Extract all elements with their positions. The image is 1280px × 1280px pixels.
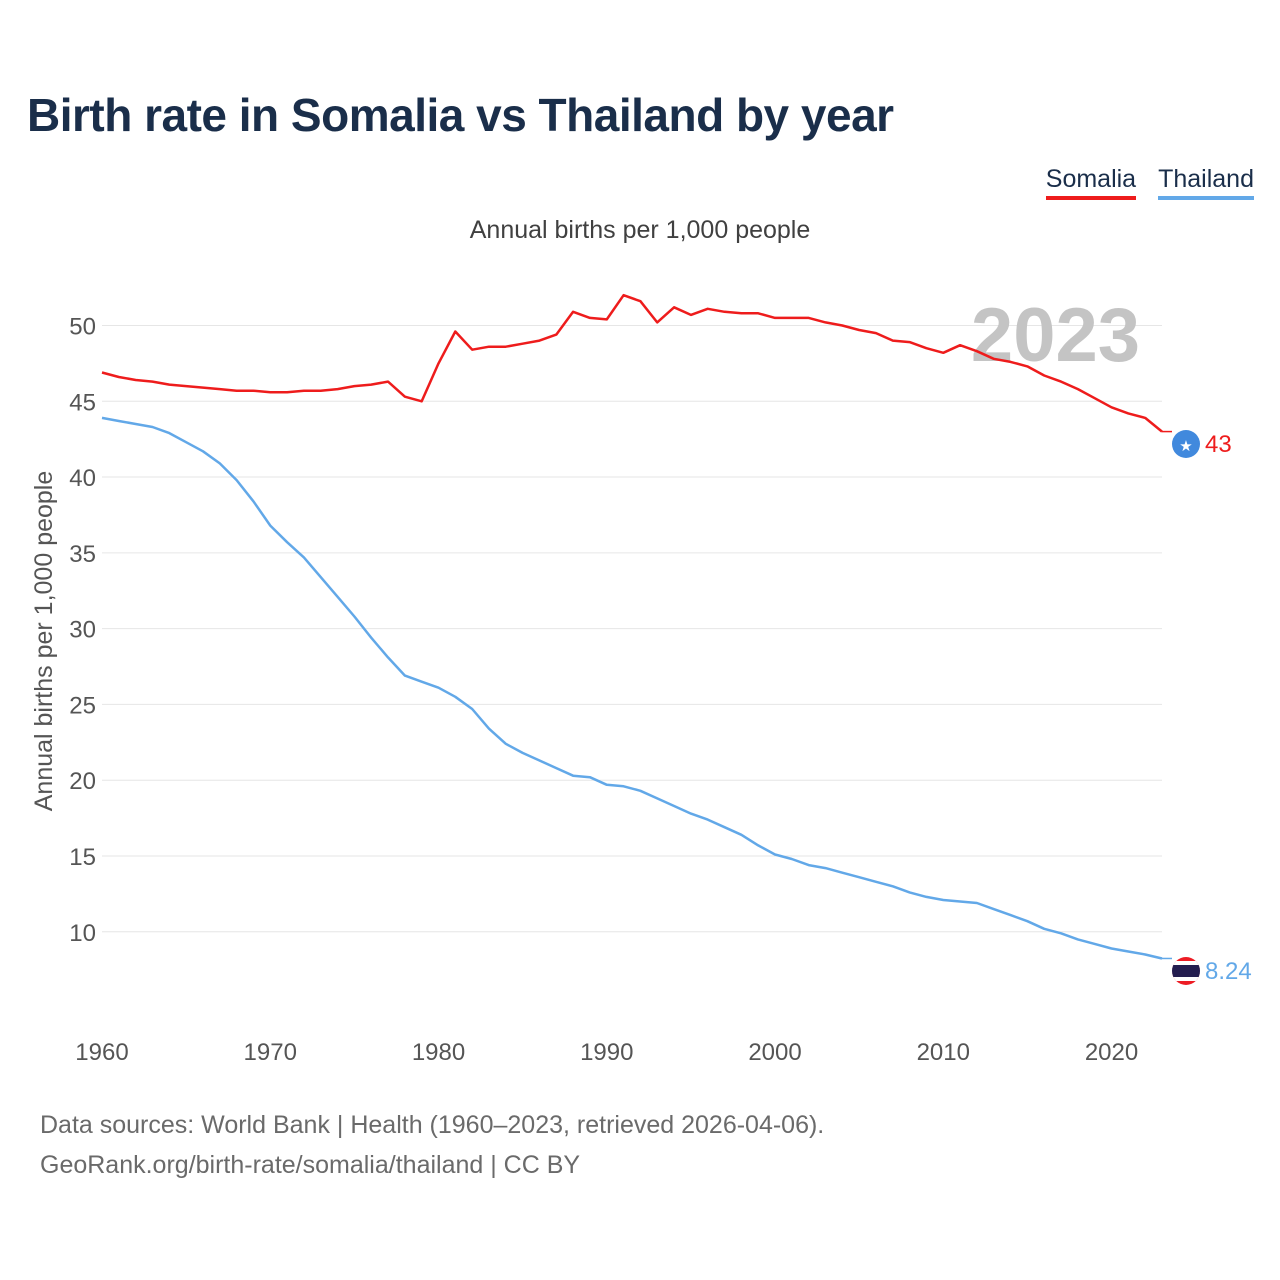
footer-url: GeoRank.org/birth-rate/somalia/thailand … — [40, 1151, 581, 1179]
y-tick-label: 10 — [69, 920, 96, 947]
legend-somalia[interactable]: Somalia — [1045, 165, 1137, 200]
x-tick-label: 1970 — [244, 1039, 297, 1066]
legend-thailand[interactable]: Thailand — [1158, 165, 1254, 200]
y-tick-label: 40 — [69, 465, 96, 492]
y-axis-label: Annual births per 1,000 people — [30, 471, 58, 812]
series-lines — [101, 293, 1172, 960]
x-tick-label: 2000 — [748, 1039, 801, 1066]
x-tick-label: 1990 — [580, 1039, 633, 1066]
gridlines — [102, 324, 1162, 933]
y-tick-label: 15 — [69, 844, 96, 871]
thailand-end-label: 8.24 — [1205, 958, 1252, 985]
footer-sources: Data sources: World Bank | Health (1960–… — [40, 1111, 825, 1139]
x-axis-ticks: 1960 1970 1980 1990 2000 2010 2020 — [75, 1039, 1138, 1066]
somalia-end-label: 43 — [1205, 431, 1232, 458]
thailand-flag-icon — [1172, 957, 1200, 985]
year-watermark: 2023 — [971, 293, 1140, 378]
series-line-thailand — [101, 416, 1163, 960]
x-tick-label: 2020 — [1085, 1039, 1138, 1066]
y-tick-label: 30 — [69, 617, 96, 644]
somalia-flag-icon: ★ — [1172, 430, 1200, 458]
x-tick-label: 1960 — [75, 1039, 128, 1066]
legend: Somalia Thailand — [1045, 165, 1254, 200]
svg-text:★: ★ — [1179, 437, 1192, 455]
y-tick-label: 20 — [69, 768, 96, 795]
y-tick-label: 25 — [69, 692, 96, 719]
y-tick-label: 45 — [69, 389, 96, 416]
footer: Data sources: World Bank | Health (1960–… — [40, 1105, 824, 1185]
series-line-somalia — [101, 293, 1163, 433]
x-tick-label: 2010 — [917, 1039, 970, 1066]
y-axis-ticks: 10 15 20 25 30 35 40 45 50 — [69, 313, 96, 946]
x-tick-label: 1980 — [412, 1039, 465, 1066]
chart-subtitle: Annual births per 1,000 people — [469, 216, 811, 244]
y-tick-label: 50 — [69, 313, 96, 340]
y-tick-label: 35 — [69, 541, 96, 568]
chart-title: Birth rate in Somalia vs Thailand by yea… — [27, 89, 894, 141]
